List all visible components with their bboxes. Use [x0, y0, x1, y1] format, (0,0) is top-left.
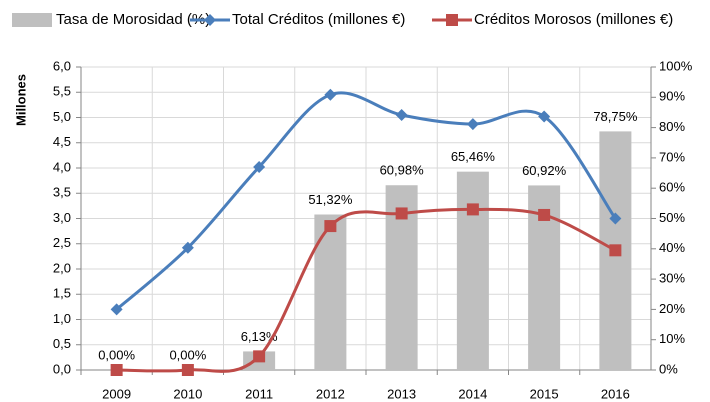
marker-square	[466, 203, 479, 216]
bar	[456, 171, 489, 370]
y-tick-label: 4,0	[53, 159, 71, 174]
x-tick-label: 2015	[530, 386, 559, 401]
marker-diamond	[110, 303, 123, 316]
x-tick-label: 2014	[458, 386, 487, 401]
marker-diamond	[253, 160, 266, 173]
bar-value-label: 0,00%	[98, 347, 135, 362]
y2-tick-label: 10%	[659, 331, 685, 346]
marker-diamond	[324, 88, 337, 101]
marker-diamond	[181, 241, 194, 254]
marker-diamond	[395, 108, 408, 121]
y-tick-label: 2,0	[53, 260, 71, 275]
y2-tick-label: 50%	[659, 210, 685, 225]
y2-tick-label: 100%	[659, 58, 693, 73]
y-tick-label: 5,5	[53, 84, 71, 99]
y-axis-label: Millones	[13, 74, 28, 126]
bar-value-label: 0,00%	[169, 347, 206, 362]
y-tick-label: 1,5	[53, 286, 71, 301]
legend-marker	[446, 14, 458, 26]
legend-label: Tasa de Morosidad (%)	[56, 11, 210, 28]
y2-tick-label: 0%	[659, 361, 678, 376]
y2-tick-label: 40%	[659, 240, 685, 255]
y-tick-label: 5,0	[53, 109, 71, 124]
x-tick-label: 2012	[316, 386, 345, 401]
y-tick-label: 0,0	[53, 361, 71, 376]
legend-swatch	[12, 13, 52, 27]
marker-square	[324, 220, 337, 233]
y2-tick-label: 60%	[659, 180, 685, 195]
marker-square	[110, 364, 123, 376]
legend-marker	[204, 14, 216, 26]
marker-diamond	[538, 110, 551, 123]
y-tick-label: 2,5	[53, 235, 71, 250]
y-tick-label: 6,0	[53, 58, 71, 73]
bar-value-label: 78,75%	[593, 109, 638, 124]
x-tick-label: 2009	[102, 386, 131, 401]
legend-label: Total Créditos (millones €)	[232, 11, 405, 28]
y-tick-label: 3,5	[53, 185, 71, 200]
y2-tick-label: 20%	[659, 301, 685, 316]
marker-square	[538, 208, 551, 221]
x-tick-label: 2011	[245, 386, 273, 401]
x-tick-label: 2016	[601, 386, 630, 401]
marker-square	[395, 207, 408, 220]
y-tick-label: 3,0	[53, 210, 71, 225]
y-tick-label: 0,5	[53, 336, 71, 351]
bar-value-label: 6,13%	[241, 329, 278, 344]
bar	[314, 214, 347, 370]
marker-diamond	[609, 212, 622, 225]
y2-tick-label: 70%	[659, 149, 685, 164]
y2-tick-label: 30%	[659, 271, 685, 286]
y-tick-label: 1,0	[53, 311, 71, 326]
bar-value-label: 65,46%	[451, 149, 496, 164]
marker-square	[181, 364, 194, 376]
bar-value-label: 51,32%	[308, 192, 353, 207]
y2-tick-label: 80%	[659, 119, 685, 134]
y-tick-label: 4,5	[53, 134, 71, 149]
bar-value-label: 60,92%	[522, 163, 567, 178]
x-tick-label: 2010	[173, 386, 202, 401]
line	[116, 207, 617, 373]
marker-square	[253, 350, 266, 363]
marker-square	[609, 244, 622, 257]
x-tick-label: 2013	[387, 386, 416, 401]
marker-diamond	[466, 118, 479, 131]
y2-tick-label: 90%	[659, 89, 685, 104]
legend-label: Créditos Morosos (millones €)	[474, 11, 673, 28]
bar-value-label: 60,98%	[380, 163, 425, 178]
